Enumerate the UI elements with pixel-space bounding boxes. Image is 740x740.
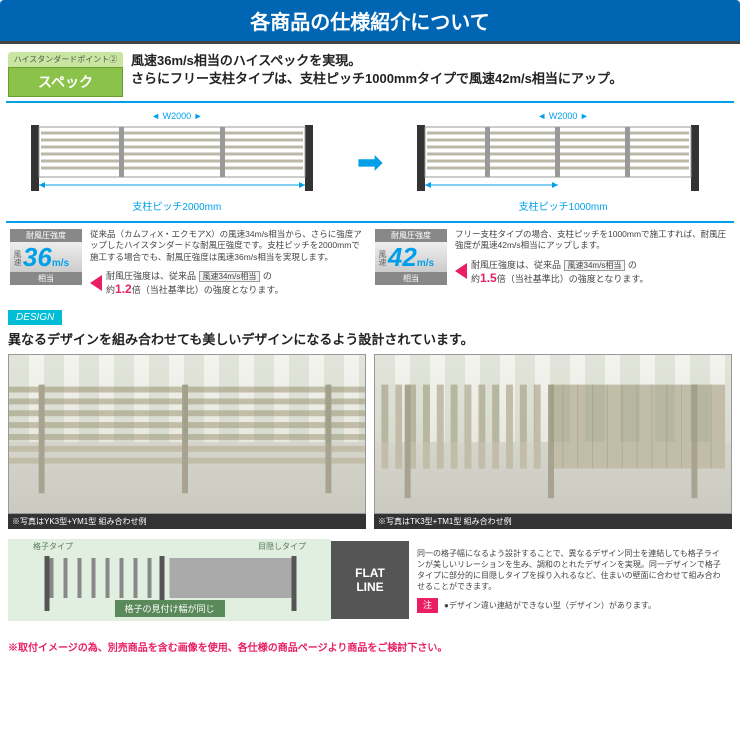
badge-right-desc: フリー支柱タイプの場合、支柱ピッチを1000mmで施工すれば、耐風圧強度が風速4… bbox=[455, 229, 730, 252]
fence-photo-right bbox=[374, 354, 732, 514]
combo-center-label: 格子の見付け幅が同じ bbox=[114, 600, 224, 617]
badge-right-desc-wrap: フリー支柱タイプの場合、支柱ピッチを1000mmで施工すれば、耐風圧強度が風速4… bbox=[455, 229, 730, 296]
photo-row: ※写真はYK3型+YM1型 組み合わせ例 ※写真はTK3型+TM1型 組み合わせ… bbox=[0, 354, 740, 529]
wind-badge-42: 耐風圧強度 風速 42m/s 相当 bbox=[375, 229, 447, 296]
badge-bot: 相当 bbox=[10, 272, 82, 285]
badge-num: 36 bbox=[23, 242, 52, 272]
fence-right: ◄ W2000 ► 支柱ピッチ1000mm bbox=[413, 111, 713, 213]
strength-text-left: 耐風圧強度は、従来品 風速34m/s相当 の 約1.2倍（当社基準比）の強度とな… bbox=[106, 269, 284, 296]
badge-top: 耐風圧強度 bbox=[375, 229, 447, 242]
photo-left-caption: ※写真はYK3型+YM1型 組み合わせ例 bbox=[8, 514, 366, 529]
fence-photo-left bbox=[8, 354, 366, 514]
fence-left-dim: ◄ W2000 ► bbox=[27, 111, 327, 121]
flat-line-badge: FLAT LINE bbox=[331, 541, 409, 619]
arrow-right-icon: ➡ bbox=[357, 143, 384, 181]
badge-side-label: 風速 bbox=[377, 250, 388, 266]
spec-description: 風速36m/s相当のハイスペックを実現。 さらにフリー支柱タイプは、支柱ピッチ1… bbox=[131, 52, 623, 88]
spec-tag-main: スペック bbox=[8, 67, 123, 97]
red-arrow-icon bbox=[455, 263, 467, 279]
footer-note: ※取付イメージの為、別売商品を含む画像を使用、各仕様の商品ページより商品をご検討… bbox=[0, 621, 740, 660]
photo-right-caption: ※写真はTK3型+TM1型 組み合わせ例 bbox=[374, 514, 732, 529]
badge-mid: 風速 42m/s bbox=[375, 242, 447, 272]
warning-tag: 注 bbox=[417, 598, 438, 613]
line-text: LINE bbox=[356, 580, 383, 594]
spec-tag-sub: ハイスタンダードポイント② bbox=[8, 52, 123, 67]
combo-left-panel: 格子タイプ 目隠しタイプ 格子の見付け幅が同じ bbox=[8, 539, 331, 621]
badge-side-label: 風速 bbox=[12, 250, 23, 266]
photo-right-block: ※写真はTK3型+TM1型 組み合わせ例 bbox=[374, 354, 732, 529]
red-arrow-icon bbox=[90, 275, 102, 291]
combo-label-left: 格子タイプ bbox=[33, 541, 73, 552]
page-header: 各商品の仕様紹介について bbox=[0, 0, 740, 44]
strength-note-right: 耐風圧強度は、従来品 風速34m/s相当 の 約1.5倍（当社基準比）の強度とな… bbox=[455, 258, 730, 285]
badge-bot: 相当 bbox=[375, 272, 447, 285]
spec-line1: 風速36m/s相当のハイスペックを実現。 bbox=[131, 52, 623, 70]
badge-unit: m/s bbox=[417, 258, 434, 269]
spec-tag: ハイスタンダードポイント② スペック bbox=[8, 52, 123, 97]
wind-badge-36: 耐風圧強度 風速 36m/s 相当 bbox=[10, 229, 82, 296]
spec-line2: さらにフリー支柱タイプは、支柱ピッチ1000mmタイプで風速42m/s相当にアッ… bbox=[131, 70, 623, 88]
strength-text-right: 耐風圧強度は、従来品 風速34m/s相当 の 約1.5倍（当社基準比）の強度とな… bbox=[471, 258, 649, 285]
badge-right-col: 耐風圧強度 風速 42m/s 相当 フリー支柱タイプの場合、支柱ピッチを1000… bbox=[375, 229, 730, 296]
flat-text: FLAT bbox=[355, 566, 385, 580]
badge-left-desc-wrap: 従来品（カムフィX・エクモアX）の風速34m/s相当から、さらに強度アップしたハ… bbox=[90, 229, 365, 296]
spec-section: ハイスタンダードポイント② スペック 風速36m/s相当のハイスペックを実現。 … bbox=[0, 48, 740, 101]
design-tag: DESIGN bbox=[8, 310, 62, 325]
warning-row: 注 ●デザイン違い連結ができない型（デザイン）があります。 bbox=[417, 598, 724, 613]
badge-left-col: 耐風圧強度 風速 36m/s 相当 従来品（カムフィX・エクモアX）の風速34m… bbox=[10, 229, 365, 296]
badge-mid: 風速 36m/s bbox=[10, 242, 82, 272]
fence-right-dim: ◄ W2000 ► bbox=[413, 111, 713, 121]
combo-right-text: 同一の格子幅になるよう設計することで、異なるデザイン同士を連結しても格子ラインが… bbox=[409, 544, 732, 617]
warning-text: ●デザイン違い連結ができない型（デザイン）があります。 bbox=[444, 600, 656, 611]
fence-left-diagram bbox=[27, 123, 317, 193]
fence-right-pitch: 支柱ピッチ1000mm bbox=[413, 198, 713, 213]
photo-left-block: ※写真はYK3型+YM1型 組み合わせ例 bbox=[8, 354, 366, 529]
strength-note-left: 耐風圧強度は、従来品 風速34m/s相当 の 約1.2倍（当社基準比）の強度とな… bbox=[90, 269, 365, 296]
fence-left-pitch: 支柱ピッチ2000mm bbox=[27, 198, 327, 213]
badge-top: 耐風圧強度 bbox=[10, 229, 82, 242]
badge-unit: m/s bbox=[52, 258, 69, 269]
fence-left: ◄ W2000 ► 支柱ピッチ2000mm bbox=[27, 111, 327, 213]
fence-comparison: ◄ W2000 ► 支柱ピッチ2000mm ➡ ◄ W2000 ► 支柱ピッチ1… bbox=[6, 101, 734, 223]
badge-left-desc: 従来品（カムフィX・エクモアX）の風速34m/s相当から、さらに強度アップしたハ… bbox=[90, 229, 365, 263]
combo-label-right: 目隠しタイプ bbox=[258, 541, 306, 552]
fence-right-diagram bbox=[413, 123, 703, 193]
badge-num: 42 bbox=[388, 242, 417, 272]
badge-section: 耐風圧強度 風速 36m/s 相当 従来品（カムフィX・エクモアX）の風速34m… bbox=[0, 223, 740, 302]
design-headline: 異なるデザインを組み合わせても美しいデザインになるよう設計されています。 bbox=[0, 327, 740, 354]
combo-diagram: 格子タイプ 目隠しタイプ 格子の見付け幅が同じ FLAT LINE 同一の格子幅… bbox=[0, 539, 740, 621]
